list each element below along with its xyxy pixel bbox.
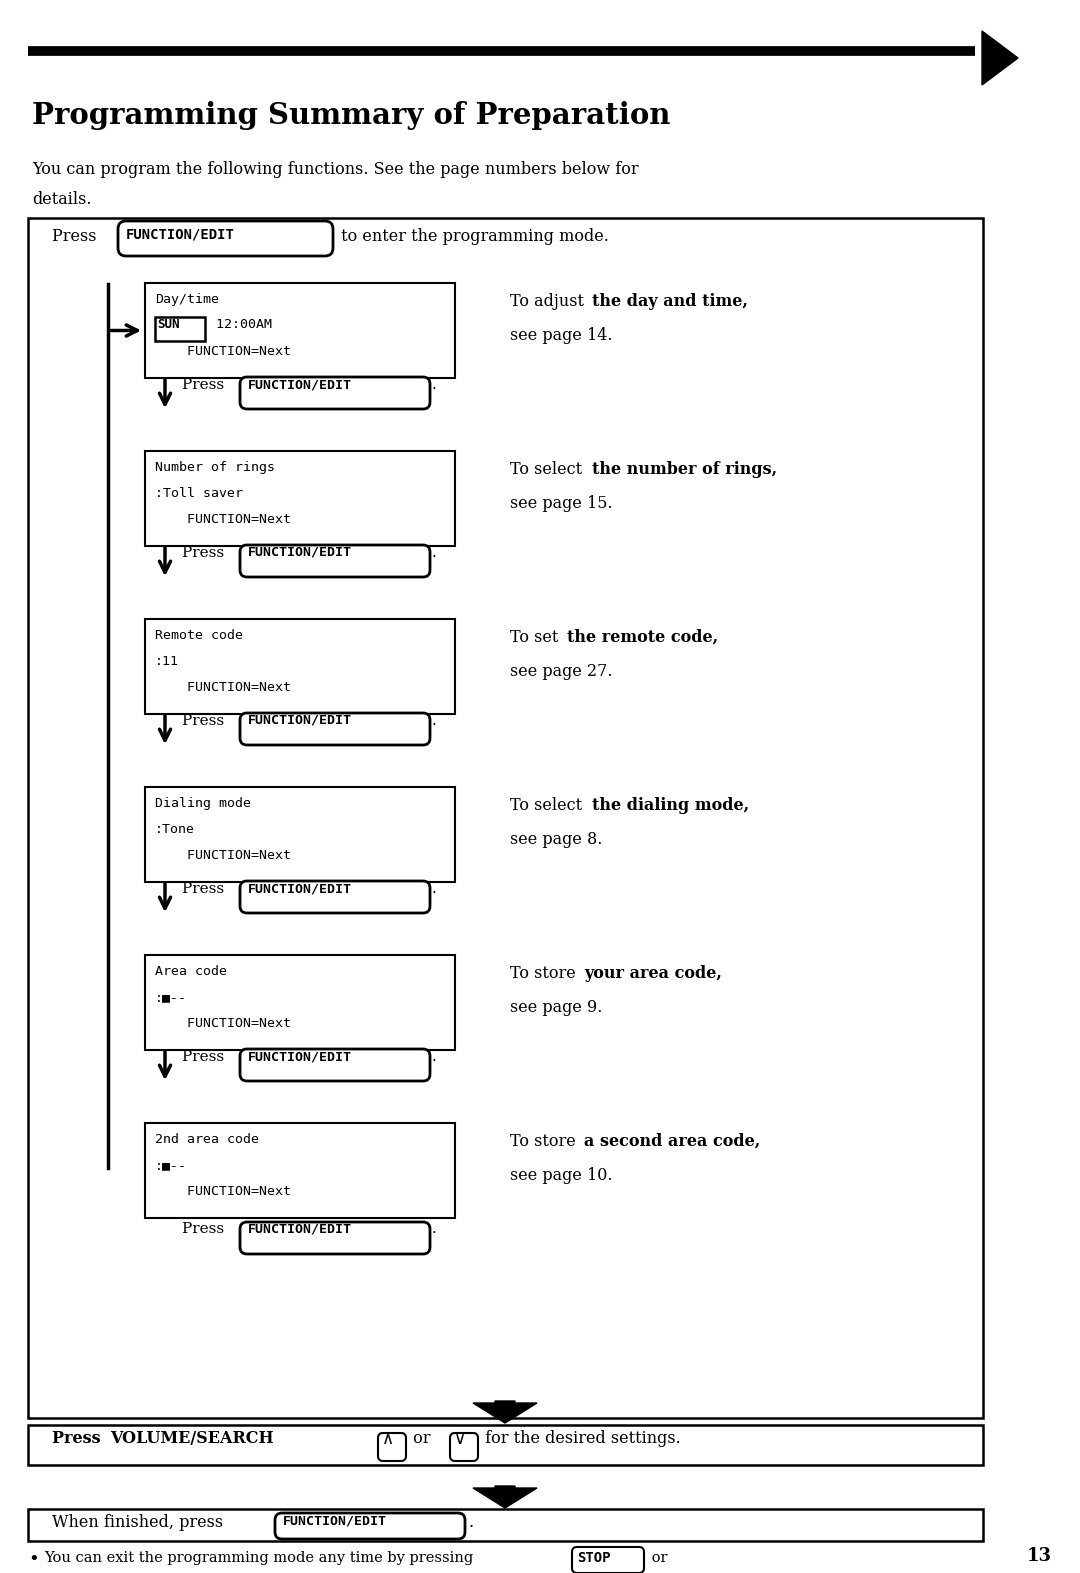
FancyBboxPatch shape bbox=[118, 220, 333, 256]
Text: FUNCTION/EDIT: FUNCTION/EDIT bbox=[283, 1513, 387, 1527]
Text: SUN: SUN bbox=[157, 318, 179, 330]
Text: FUNCTION/EDIT: FUNCTION/EDIT bbox=[248, 714, 352, 727]
Text: the remote code,: the remote code, bbox=[567, 629, 718, 647]
Text: FUNCTION=Next: FUNCTION=Next bbox=[156, 849, 291, 862]
FancyBboxPatch shape bbox=[145, 283, 455, 378]
Text: Press: Press bbox=[52, 228, 102, 245]
Text: .: . bbox=[432, 378, 436, 392]
Text: Press: Press bbox=[183, 1222, 229, 1236]
Text: for the desired settings.: for the desired settings. bbox=[480, 1430, 680, 1447]
Text: FUNCTION/EDIT: FUNCTION/EDIT bbox=[248, 1051, 352, 1063]
Text: :■--: :■-- bbox=[156, 1159, 187, 1172]
Text: :Tone: :Tone bbox=[156, 823, 195, 835]
FancyBboxPatch shape bbox=[572, 1546, 644, 1573]
FancyBboxPatch shape bbox=[240, 544, 430, 577]
Text: FUNCTION/EDIT: FUNCTION/EDIT bbox=[248, 378, 352, 392]
Text: 12:00AM: 12:00AM bbox=[208, 318, 272, 330]
FancyBboxPatch shape bbox=[240, 1222, 430, 1254]
Text: FUNCTION=Next: FUNCTION=Next bbox=[156, 344, 291, 359]
Text: FUNCTION=Next: FUNCTION=Next bbox=[156, 681, 291, 694]
FancyBboxPatch shape bbox=[145, 620, 455, 714]
Text: .: . bbox=[432, 714, 436, 728]
Text: FUNCTION=Next: FUNCTION=Next bbox=[156, 513, 291, 525]
Text: FUNCTION/EDIT: FUNCTION/EDIT bbox=[248, 1222, 352, 1235]
Text: .: . bbox=[432, 1222, 436, 1236]
FancyBboxPatch shape bbox=[145, 1123, 455, 1218]
FancyBboxPatch shape bbox=[378, 1433, 406, 1461]
Text: the number of rings,: the number of rings, bbox=[592, 461, 778, 478]
Text: •: • bbox=[28, 1551, 39, 1568]
Text: FUNCTION/EDIT: FUNCTION/EDIT bbox=[248, 882, 352, 895]
Text: see page 14.: see page 14. bbox=[510, 327, 612, 344]
Text: :Toll saver: :Toll saver bbox=[156, 488, 243, 500]
Text: see page 27.: see page 27. bbox=[510, 662, 612, 680]
FancyBboxPatch shape bbox=[28, 219, 983, 1417]
Text: You can exit the programming mode any time by pressing: You can exit the programming mode any ti… bbox=[44, 1551, 477, 1565]
Polygon shape bbox=[473, 1486, 537, 1509]
Text: When finished, press: When finished, press bbox=[52, 1513, 228, 1531]
Text: .: . bbox=[432, 546, 436, 560]
Text: To adjust: To adjust bbox=[510, 293, 589, 310]
Text: To store: To store bbox=[510, 1133, 581, 1150]
FancyBboxPatch shape bbox=[240, 378, 430, 409]
FancyBboxPatch shape bbox=[240, 1049, 430, 1081]
Text: .: . bbox=[468, 1513, 473, 1531]
Text: FUNCTION=Next: FUNCTION=Next bbox=[156, 1184, 291, 1199]
Text: 13: 13 bbox=[1027, 1546, 1052, 1565]
Text: Number of rings: Number of rings bbox=[156, 461, 275, 473]
Text: see page 15.: see page 15. bbox=[510, 495, 612, 511]
FancyBboxPatch shape bbox=[156, 318, 205, 341]
Text: Press: Press bbox=[52, 1430, 106, 1447]
FancyBboxPatch shape bbox=[240, 881, 430, 912]
Text: To select: To select bbox=[510, 798, 588, 813]
Text: Press: Press bbox=[183, 882, 229, 897]
Text: To store: To store bbox=[510, 964, 581, 982]
Text: To select: To select bbox=[510, 461, 588, 478]
Text: .: . bbox=[432, 1051, 436, 1063]
FancyBboxPatch shape bbox=[28, 1509, 983, 1542]
Text: the day and time,: the day and time, bbox=[592, 293, 747, 310]
Text: FUNCTION/EDIT: FUNCTION/EDIT bbox=[248, 546, 352, 558]
Text: FUNCTION=Next: FUNCTION=Next bbox=[156, 1018, 291, 1030]
FancyBboxPatch shape bbox=[145, 955, 455, 1051]
Text: 2nd area code: 2nd area code bbox=[156, 1133, 259, 1147]
Text: ∨: ∨ bbox=[454, 1430, 467, 1449]
Text: a second area code,: a second area code, bbox=[584, 1133, 760, 1150]
FancyBboxPatch shape bbox=[450, 1433, 478, 1461]
Text: your area code,: your area code, bbox=[584, 964, 721, 982]
Text: to enter the programming mode.: to enter the programming mode. bbox=[336, 228, 609, 245]
Polygon shape bbox=[982, 31, 1018, 85]
Polygon shape bbox=[473, 1402, 537, 1424]
FancyBboxPatch shape bbox=[145, 786, 455, 882]
Text: Press: Press bbox=[183, 378, 229, 392]
FancyBboxPatch shape bbox=[275, 1513, 465, 1538]
Text: To set: To set bbox=[510, 629, 564, 647]
Text: Day/time: Day/time bbox=[156, 293, 219, 307]
Text: Press: Press bbox=[183, 714, 229, 728]
Text: Programming Summary of Preparation: Programming Summary of Preparation bbox=[32, 101, 671, 131]
Text: VOLUME/SEARCH: VOLUME/SEARCH bbox=[110, 1430, 273, 1447]
Text: STOP: STOP bbox=[577, 1551, 610, 1565]
Text: .: . bbox=[432, 882, 436, 897]
Text: see page 10.: see page 10. bbox=[510, 1167, 612, 1184]
FancyBboxPatch shape bbox=[28, 1425, 983, 1464]
Text: :11: :11 bbox=[156, 654, 179, 669]
Text: see page 8.: see page 8. bbox=[510, 831, 603, 848]
FancyBboxPatch shape bbox=[240, 713, 430, 746]
Text: Press: Press bbox=[183, 546, 229, 560]
Text: Remote code: Remote code bbox=[156, 629, 243, 642]
Text: :■--: :■-- bbox=[156, 991, 187, 1004]
Text: details.: details. bbox=[32, 190, 92, 208]
Text: Area code: Area code bbox=[156, 964, 227, 978]
Text: ∧: ∧ bbox=[382, 1430, 394, 1449]
Text: Press: Press bbox=[183, 1051, 229, 1063]
Text: FUNCTION/EDIT: FUNCTION/EDIT bbox=[126, 228, 234, 242]
Text: the dialing mode,: the dialing mode, bbox=[592, 798, 750, 813]
Text: see page 9.: see page 9. bbox=[510, 999, 603, 1016]
Text: You can program the following functions. See the page numbers below for: You can program the following functions.… bbox=[32, 160, 638, 178]
Text: or: or bbox=[647, 1551, 667, 1565]
FancyBboxPatch shape bbox=[145, 451, 455, 546]
Text: or: or bbox=[408, 1430, 435, 1447]
Text: Dialing mode: Dialing mode bbox=[156, 798, 251, 810]
